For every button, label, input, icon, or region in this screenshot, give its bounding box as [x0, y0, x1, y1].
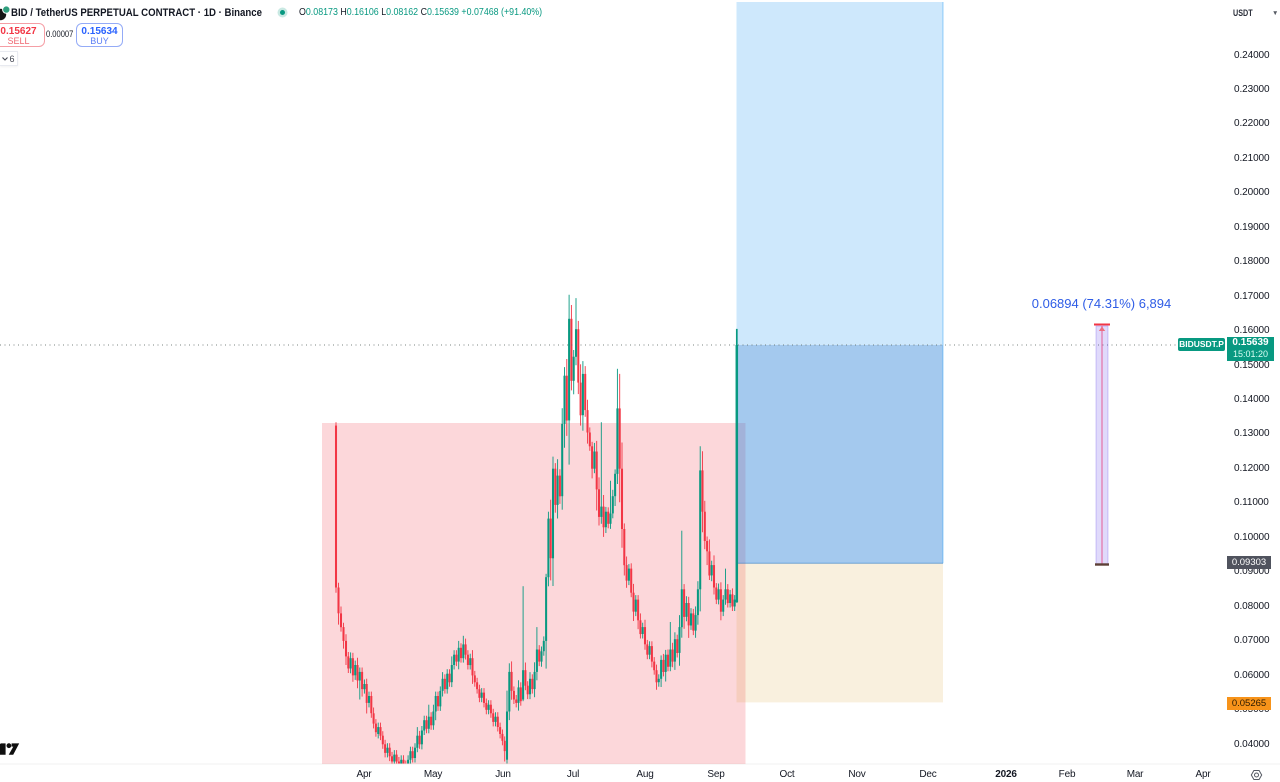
- svg-text:6: 6: [10, 54, 15, 64]
